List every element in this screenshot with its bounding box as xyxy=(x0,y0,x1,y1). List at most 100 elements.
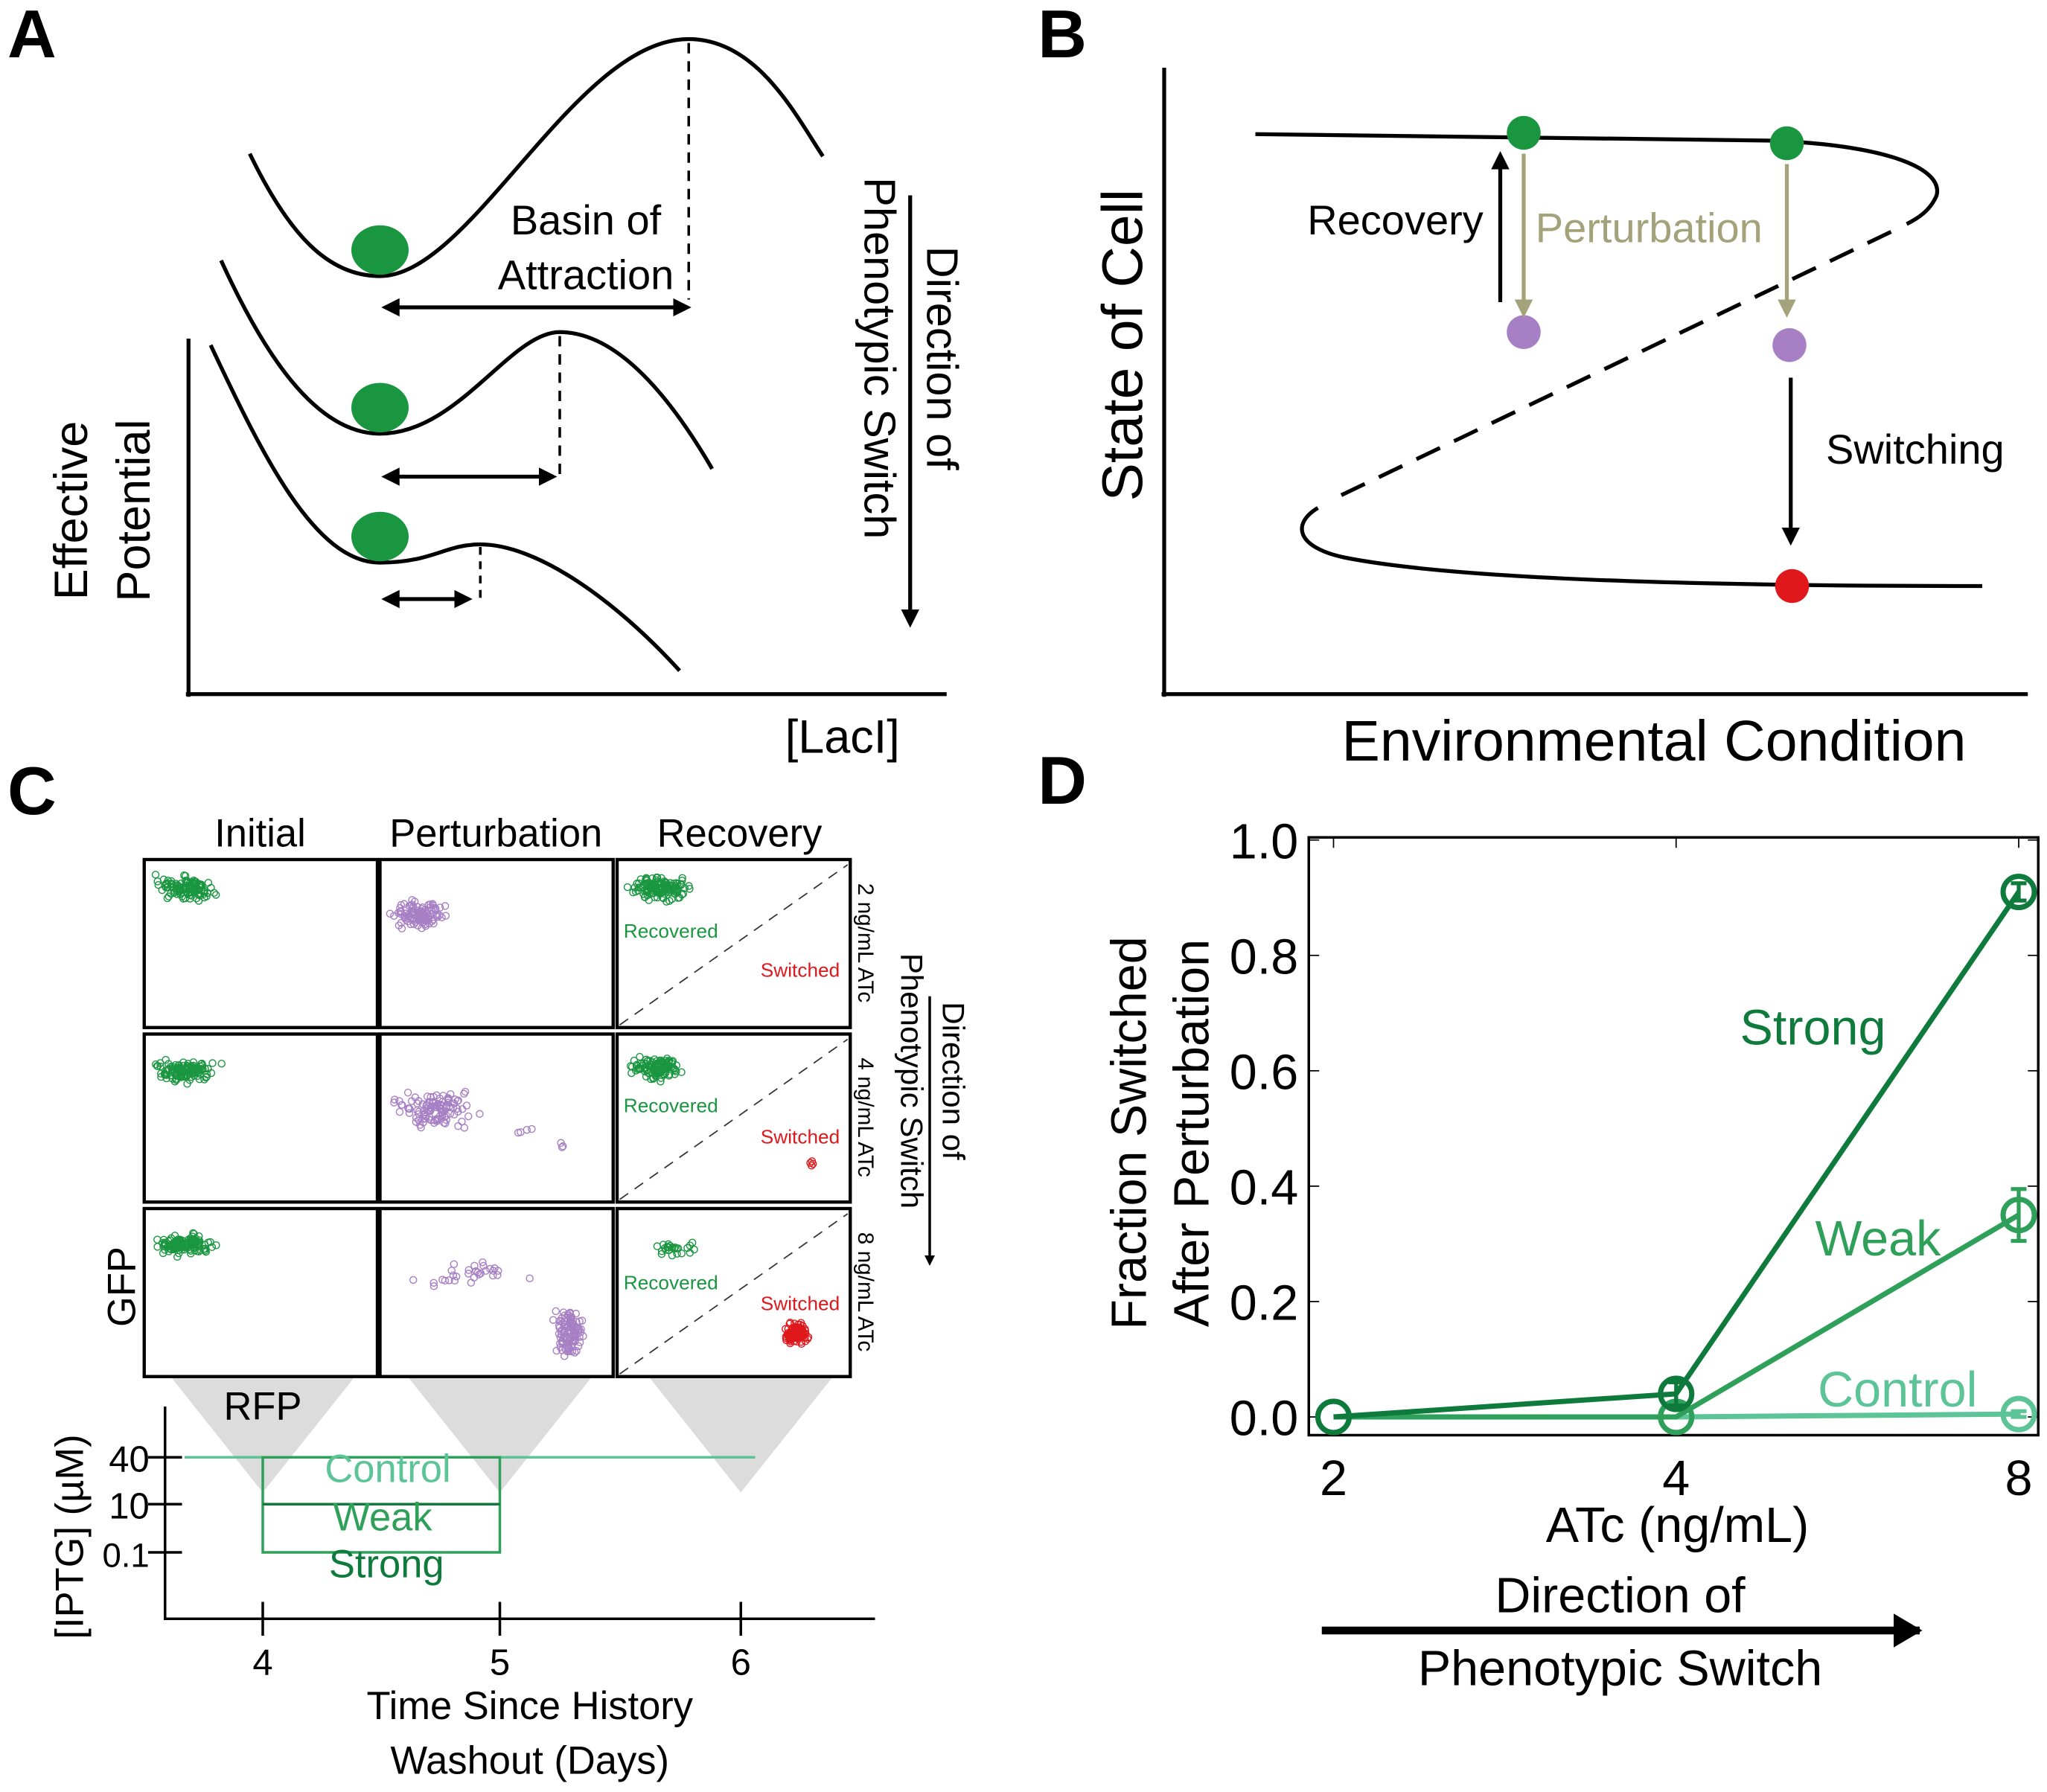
scatter-point xyxy=(151,871,160,879)
scatter-point xyxy=(160,1241,168,1249)
scatter-point xyxy=(662,1058,671,1067)
scatter-point xyxy=(649,1075,657,1083)
scatter-point xyxy=(558,1143,566,1151)
scatter-point xyxy=(482,1267,490,1275)
y-tick-label: 0.4 xyxy=(1230,1160,1298,1215)
basin-label: Basin of xyxy=(511,196,662,243)
scatter-point xyxy=(565,1333,574,1341)
scatter-point xyxy=(660,877,668,886)
timeline-x-label: Time Since History xyxy=(366,1684,693,1728)
flow-cytometry-grid: Recovered Switched Recovered Switched Recove… xyxy=(142,857,852,1378)
scatter-point xyxy=(488,1271,497,1280)
scatter-panel xyxy=(615,1032,852,1204)
scatter-point xyxy=(197,1062,205,1071)
scatter-point xyxy=(784,1325,793,1333)
rfp-axis-label: RFP xyxy=(224,1385,302,1429)
scatter-point xyxy=(444,1096,453,1105)
potential-curve-mid xyxy=(219,259,715,470)
scatter-point xyxy=(413,1099,421,1108)
scatter-point xyxy=(671,1070,679,1078)
scatter-point xyxy=(657,1068,665,1076)
scatter-point xyxy=(688,1238,697,1247)
scatter-point xyxy=(170,1244,178,1252)
perturbed-state-dot xyxy=(1507,315,1541,349)
scatter-point xyxy=(161,1070,169,1078)
scatter-point xyxy=(685,882,693,890)
scatter-point xyxy=(180,1070,189,1079)
scatter-point xyxy=(556,1333,565,1342)
scatter-point xyxy=(187,1063,195,1072)
series-label-control: Control xyxy=(1818,1363,1977,1418)
y-tick-label: 10 xyxy=(109,1487,150,1527)
scatter-point xyxy=(453,1107,462,1116)
scatter-point xyxy=(418,910,427,919)
scatter-point xyxy=(175,1241,183,1249)
scatter-point xyxy=(432,912,441,920)
direction-label: Phenotypic Switch xyxy=(895,953,930,1209)
scatter-point xyxy=(801,1326,809,1335)
scatter-point xyxy=(528,1124,536,1133)
scatter-point xyxy=(405,1104,414,1113)
scatter-point xyxy=(450,1276,459,1285)
scatter-point xyxy=(674,894,683,902)
scatter-point xyxy=(179,1072,188,1080)
scatter-point xyxy=(435,903,444,912)
scatter-point xyxy=(782,1334,791,1343)
panel-b: B Recovery Perturbation Switching State … xyxy=(1038,0,2028,773)
x-axis-label: ATc (ng/mL) xyxy=(1546,1498,1810,1553)
scatter-point xyxy=(447,1267,456,1275)
y-axis-label: Fraction Switched xyxy=(1102,936,1157,1330)
scatter-point xyxy=(623,883,632,892)
recovered-label: Recovered xyxy=(624,1272,718,1294)
scatter-point xyxy=(196,1246,205,1254)
x-axis-label: [LacI] xyxy=(785,711,900,764)
scatter-point xyxy=(462,1101,471,1110)
scatter-point xyxy=(210,889,218,897)
gfp-axis-label: GFP xyxy=(100,1247,144,1327)
snapshot-marker-triangle xyxy=(171,1377,354,1493)
basin-label: Attraction xyxy=(498,252,674,298)
scatter-point xyxy=(185,1239,194,1248)
scatter-point xyxy=(436,1101,444,1110)
y-tick-label: 0.2 xyxy=(1230,1276,1298,1331)
scatter-point xyxy=(450,1260,459,1269)
data-point-control xyxy=(2000,1395,2037,1433)
scatter-point xyxy=(173,1252,182,1261)
scatter-point xyxy=(564,1343,572,1352)
scatter-point xyxy=(566,1315,575,1323)
scatter-point xyxy=(479,1261,488,1270)
scatter-point xyxy=(162,880,170,889)
scatter-point xyxy=(397,1101,406,1110)
scatter-point xyxy=(579,1332,587,1340)
y-tick-label: 1.0 xyxy=(1230,814,1298,869)
series-line-strong xyxy=(1333,890,2021,1420)
direction-label: Direction of xyxy=(936,1002,971,1160)
potential-curve-strong xyxy=(208,344,681,673)
y-tick-label: 0.1 xyxy=(102,1536,149,1574)
scatter-point xyxy=(424,1115,433,1123)
data-point-strong xyxy=(1658,1375,1695,1412)
scatter-point xyxy=(400,914,409,922)
scatter-point xyxy=(427,1104,435,1112)
scatter-point xyxy=(390,1098,398,1107)
x-axis-label: Environmental Condition xyxy=(1342,709,1967,773)
scatter-point xyxy=(441,912,450,920)
scatter-point xyxy=(640,880,649,889)
scatter-point xyxy=(429,1098,438,1107)
series-label-strong: Strong xyxy=(1740,1001,1886,1056)
panel-a: A Basin of Attraction Direction of Pheno… xyxy=(7,0,968,764)
scatter-point xyxy=(664,1240,673,1249)
scatter-point xyxy=(571,1336,579,1345)
scatter-point xyxy=(644,1057,652,1065)
scatter-point xyxy=(782,1325,790,1333)
scatter-panel xyxy=(378,1206,615,1378)
scatter-point xyxy=(460,1089,468,1098)
gate-divider-line xyxy=(619,1213,849,1375)
scatter-point xyxy=(494,1267,502,1275)
stable-state-dot xyxy=(1507,115,1541,150)
scatter-point xyxy=(467,1279,476,1287)
scatter-point xyxy=(176,1064,184,1072)
y-tick-label: 0.6 xyxy=(1230,1045,1298,1100)
scatter-point xyxy=(563,1347,572,1356)
scatter-point xyxy=(163,894,172,903)
